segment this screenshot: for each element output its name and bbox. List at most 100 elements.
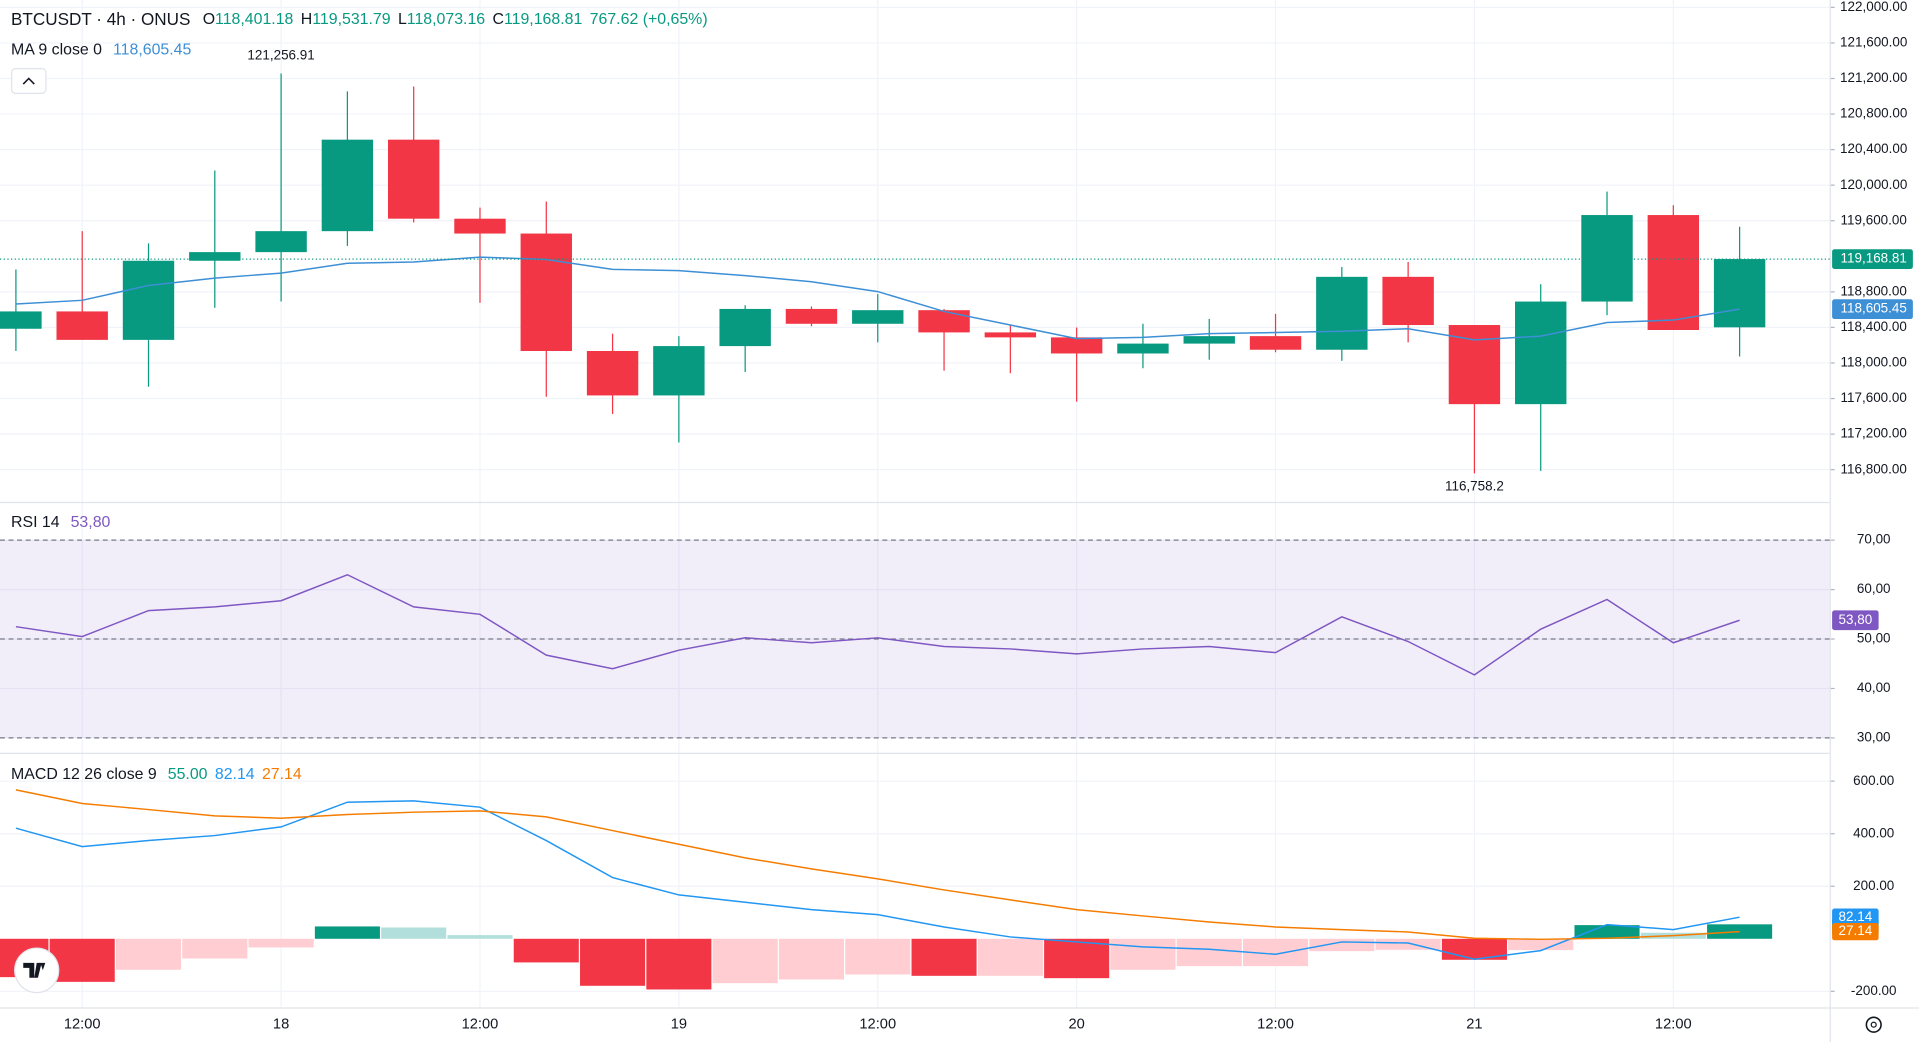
- signal-tag-label: 27.14: [1839, 923, 1873, 938]
- y-tick-label: 118,000.00: [1841, 355, 1907, 370]
- logo-mark[interactable]: [23, 962, 46, 978]
- candle-body: [719, 308, 771, 347]
- macd-value: 82.14: [215, 766, 255, 783]
- candle-body: [984, 332, 1037, 338]
- histogram-bar: [1110, 938, 1176, 970]
- candle-body: [653, 346, 705, 396]
- candle-body: [1117, 343, 1169, 354]
- high-annotation: 121,256.91: [247, 48, 314, 63]
- y-tick-label: 50,00: [1857, 631, 1891, 646]
- candle-body: [1515, 301, 1567, 405]
- x-tick-label: 12:00: [462, 1017, 499, 1033]
- candle-body: [1713, 259, 1766, 328]
- candle-body: [1316, 276, 1368, 350]
- button-frame[interactable]: [11, 67, 47, 94]
- y-tick-label: 400.00: [1853, 825, 1894, 840]
- histogram-bar: [712, 938, 778, 984]
- ma-tag-label: 118,605.45: [1841, 301, 1907, 316]
- y-tick-label: 70,00: [1857, 532, 1891, 547]
- signal-line: [15, 789, 1740, 941]
- x-tick-label: 19: [671, 1017, 687, 1033]
- candle-body: [255, 231, 307, 253]
- candle-body: [918, 310, 970, 333]
- y-tick-label: 122,000.00: [1840, 0, 1907, 14]
- histogram-bar: [911, 938, 977, 976]
- candle-body: [785, 308, 838, 324]
- histogram-bar: [1508, 938, 1574, 951]
- grid: [0, 0, 1835, 1008]
- histogram-bar: [1176, 938, 1242, 967]
- candle-body: [56, 311, 108, 340]
- settings-button[interactable]: [1865, 1016, 1882, 1033]
- chevron-icon[interactable]: [22, 77, 35, 85]
- x-tick-label: 12:00: [64, 1017, 101, 1033]
- candle-body: [1249, 336, 1302, 350]
- rsi-value: 53,80: [71, 514, 111, 531]
- rsi-line: [15, 573, 1740, 676]
- candle-body: [1647, 215, 1700, 331]
- histogram-bar: [314, 926, 380, 939]
- histogram-bar: [248, 938, 314, 948]
- y-tick-label: 600.00: [1853, 773, 1894, 788]
- candle-body: [321, 139, 374, 232]
- y-tick-label: 117,200.00: [1841, 426, 1907, 441]
- ma-legend: MA 9 close 0 118,605.45: [11, 42, 191, 59]
- collapse-button[interactable]: [11, 67, 47, 94]
- histogram-bar: [646, 938, 712, 990]
- y-tick-label: 121,600.00: [1840, 34, 1907, 49]
- gear-center[interactable]: [1870, 1021, 1877, 1028]
- rsi-tag-label: 53,80: [1839, 612, 1873, 627]
- histogram-bar: [513, 938, 579, 963]
- change: 767.62 (+0,65%): [590, 11, 708, 28]
- histogram-bar: [182, 938, 248, 959]
- c-label: C: [492, 11, 503, 28]
- x-tick-label: 21: [1466, 1017, 1482, 1033]
- macd-name: MACD 12 26 close 9: [11, 766, 157, 783]
- histogram-bar: [580, 938, 646, 986]
- price-legend: BTCUSDT · 4h · ONUS O118,401.18 H119,531.7…: [11, 8, 708, 28]
- x-tick-label: 18: [273, 1017, 289, 1033]
- low-annotation: 116,758.2: [1445, 479, 1504, 494]
- histogram-bar: [1707, 924, 1773, 939]
- histogram-bar: [447, 935, 513, 939]
- candle-body: [387, 139, 440, 219]
- x-tick-label: 12:00: [859, 1017, 896, 1033]
- x-tick-label: 12:00: [1655, 1017, 1692, 1033]
- y-tick-label: 30,00: [1857, 729, 1891, 744]
- hist-value: 55.00: [168, 766, 208, 783]
- logo[interactable]: [14, 947, 60, 994]
- signal-tag: [1832, 923, 1879, 941]
- candle-body: [852, 310, 904, 324]
- marks: [0, 73, 1830, 990]
- y-tick-label: 118,400.00: [1841, 319, 1907, 334]
- o-value: 118,401.18: [215, 11, 293, 28]
- y-tick-label: 40,00: [1857, 680, 1891, 695]
- histogram-bar: [977, 938, 1043, 976]
- symbol: BTCUSDT · 4h · ONUS: [11, 8, 190, 28]
- histogram-bar: [1044, 938, 1110, 979]
- labels: BTCUSDT · 4h · ONUS O118,401.18 H119,531.7…: [11, 0, 1913, 1033]
- x-tick-label: 20: [1068, 1017, 1084, 1033]
- candle-body: [520, 233, 572, 351]
- histogram-bar: [1375, 938, 1441, 950]
- rsi-legend: RSI 14 53,80: [11, 514, 110, 531]
- gear-icon[interactable]: [1865, 1016, 1882, 1033]
- histogram-bar: [778, 938, 844, 980]
- l-value: 118,073.16: [407, 11, 485, 28]
- candle-body: [1183, 336, 1235, 344]
- histogram-bar: [49, 938, 115, 982]
- signal-value: 27.14: [262, 766, 302, 783]
- y-tick-label: 60,00: [1857, 581, 1891, 596]
- histogram-bar: [845, 938, 911, 975]
- y-tick-label: 120,800.00: [1840, 106, 1907, 121]
- y-tick-label: -200.00: [1851, 983, 1897, 998]
- ma-name: MA 9 close 0: [11, 42, 102, 59]
- price-tag-label: 119,168.81: [1841, 251, 1907, 266]
- candle-body: [1581, 215, 1633, 302]
- candle-body: [1050, 337, 1103, 354]
- l-label: L: [398, 11, 407, 28]
- candle-body: [454, 218, 506, 234]
- y-tick-label: 116,800.00: [1841, 461, 1907, 476]
- y-tick-label: 117,600.00: [1841, 390, 1907, 405]
